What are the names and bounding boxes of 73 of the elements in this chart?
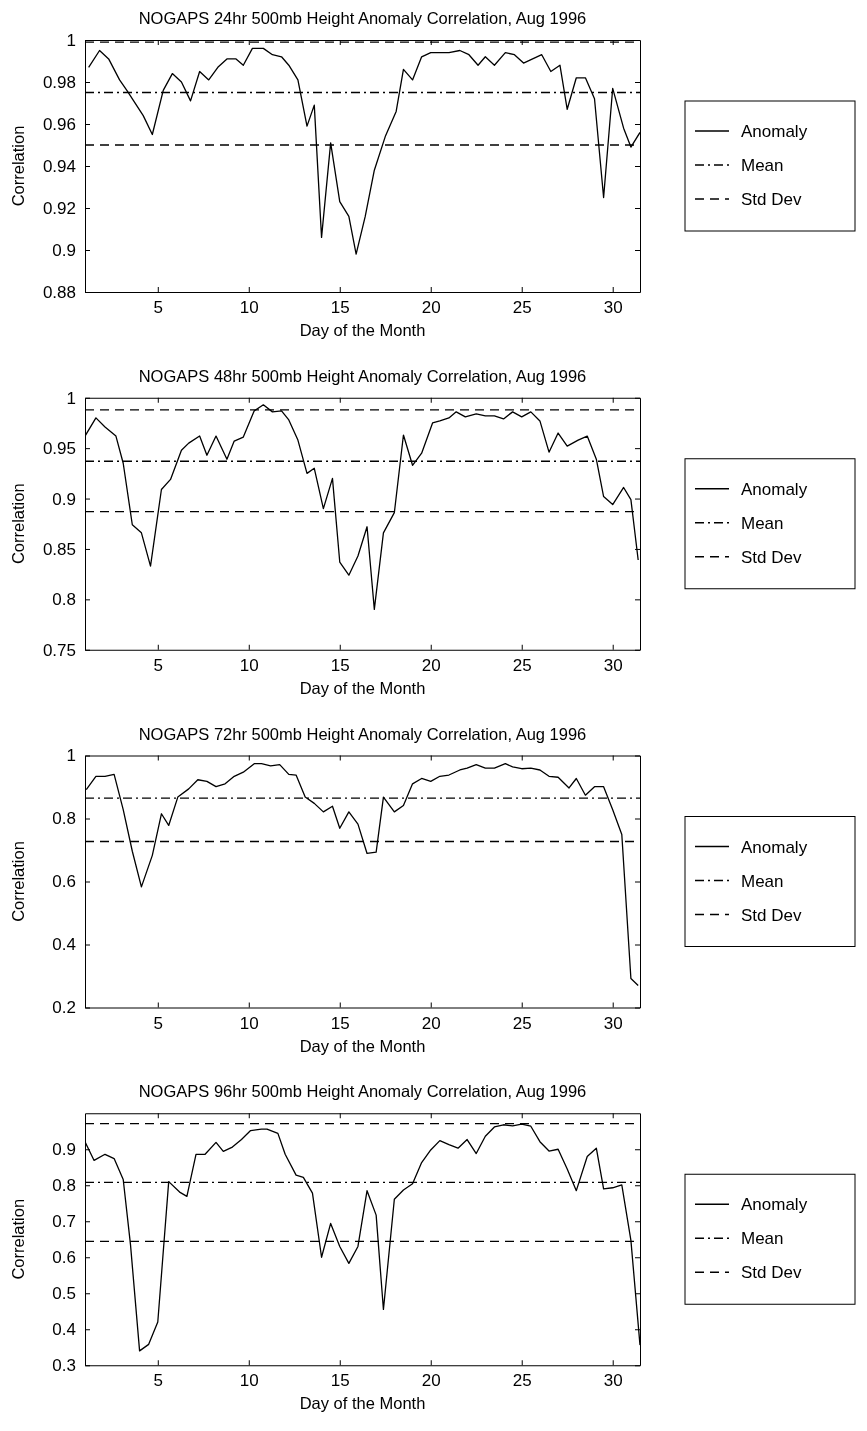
x-tick-label: 25 [512, 1013, 532, 1033]
y-tick-label: 0.92 [42, 198, 76, 218]
legend-label: Mean [741, 156, 784, 175]
x-tick-label: 25 [512, 298, 532, 318]
y-tick-label: 1 [66, 30, 76, 50]
x-tick-label: 5 [153, 298, 164, 318]
y-tick-label: 0.7 [52, 1212, 76, 1232]
x-tick-label: 20 [421, 1371, 441, 1391]
x-tick-label: 15 [330, 1371, 350, 1391]
chart-title: NOGAPS 96hr 500mb Height Anomaly Correlation, Aug 1996 [138, 1082, 587, 1101]
y-tick-label: 0.6 [52, 872, 76, 892]
legend-label: Mean [741, 871, 784, 891]
legend-label: Anomaly [741, 1195, 808, 1215]
y-axis-title: Correlation [9, 841, 27, 922]
x-axis-title: Day of the Month [299, 1394, 426, 1413]
chart-title: NOGAPS 24hr 500mb Height Anomaly Correlation, Aug 1996 [138, 9, 587, 27]
legend-label: Mean [741, 1229, 784, 1249]
y-tick-label: 0.4 [52, 935, 76, 955]
x-tick-label: 30 [603, 298, 623, 318]
y-tick-label: 0.95 [42, 439, 76, 459]
y-tick-label: 0.96 [42, 114, 76, 134]
x-tick-label: 5 [153, 1013, 164, 1033]
y-tick-label: 1 [66, 388, 76, 408]
x-tick-label: 10 [239, 1013, 259, 1033]
legend-label: Std Dev [741, 1263, 802, 1283]
y-tick-label: 0.94 [42, 156, 76, 176]
legend-label: Std Dev [741, 905, 802, 925]
x-tick-label: 25 [512, 1371, 532, 1391]
y-tick-label: 0.6 [52, 1248, 76, 1268]
y-tick-label: 0.5 [52, 1284, 76, 1304]
chart-title: NOGAPS 48hr 500mb Height Anomaly Correlation, Aug 1996 [138, 366, 587, 385]
legend-label: Anomaly [741, 122, 808, 141]
x-tick-label: 30 [603, 1371, 623, 1391]
y-axis-title: Correlation [9, 1198, 27, 1280]
x-tick-label: 30 [603, 655, 623, 675]
x-tick-label: 5 [153, 1371, 164, 1391]
y-axis-title: Correlation [9, 483, 27, 565]
legend-label: Std Dev [741, 547, 802, 567]
x-axis-title: Day of the Month [299, 321, 426, 339]
y-tick-label: 0.88 [42, 282, 76, 302]
x-tick-label: 10 [239, 655, 259, 675]
x-tick-label: 20 [421, 298, 441, 318]
y-tick-label: 0.9 [52, 240, 76, 260]
legend-label: Std Dev [741, 190, 802, 209]
x-axis-title: Day of the Month [299, 678, 426, 697]
y-tick-label: 0.98 [42, 72, 76, 92]
x-tick-label: 10 [239, 1371, 259, 1391]
y-tick-label: 0.8 [52, 590, 76, 610]
x-tick-label: 20 [421, 1013, 441, 1033]
y-axis-title: Correlation [9, 125, 27, 207]
y-tick-label: 0.4 [52, 1320, 76, 1340]
y-tick-label: 0.85 [42, 539, 76, 559]
legend-label: Anomaly [741, 837, 808, 857]
y-tick-label: 0.9 [52, 1140, 76, 1160]
y-tick-label: 0.2 [52, 998, 76, 1018]
y-tick-label: 0.8 [52, 1176, 76, 1196]
x-axis-title: Day of the Month [299, 1036, 426, 1055]
x-tick-label: 30 [603, 1013, 623, 1033]
x-tick-label: 20 [421, 655, 441, 675]
legend-label: Anomaly [741, 479, 808, 499]
x-tick-label: 10 [239, 298, 259, 318]
y-tick-label: 0.3 [52, 1356, 76, 1376]
x-tick-label: 15 [330, 655, 350, 675]
y-tick-label: 1 [66, 746, 76, 766]
y-tick-label: 0.9 [52, 489, 76, 509]
x-tick-label: 15 [330, 298, 350, 318]
x-tick-label: 15 [330, 1013, 350, 1033]
legend-label: Mean [741, 513, 784, 533]
x-tick-label: 5 [153, 655, 164, 675]
x-tick-label: 25 [512, 655, 532, 675]
chart-title: NOGAPS 72hr 500mb Height Anomaly Correlation, Aug 1996 [138, 724, 587, 743]
y-tick-label: 0.75 [42, 640, 76, 660]
y-tick-label: 0.8 [52, 809, 76, 829]
